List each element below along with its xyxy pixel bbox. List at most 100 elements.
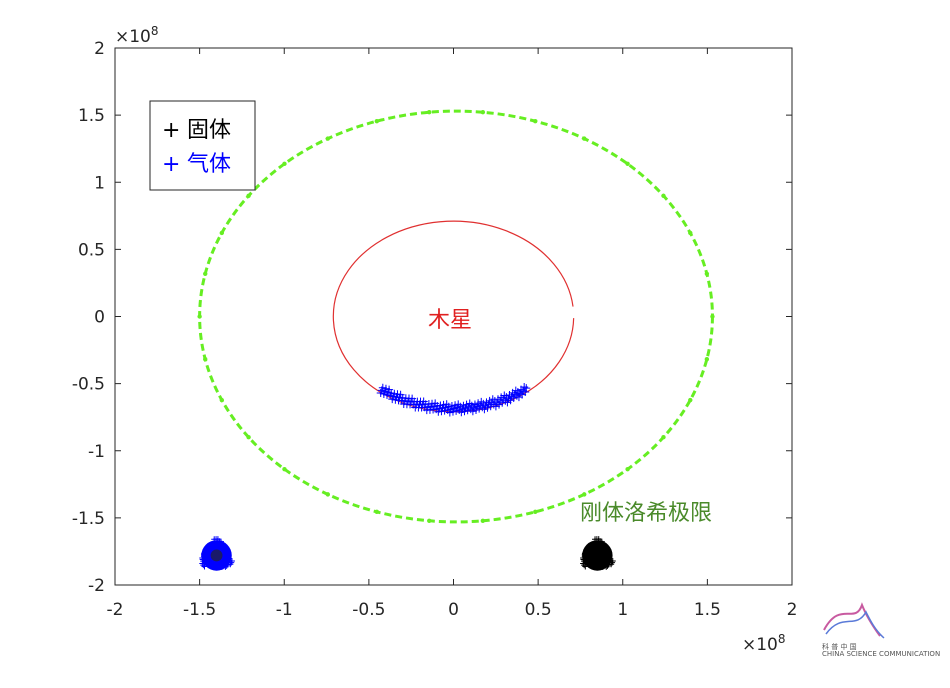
roche-limit-point [688,397,693,403]
x-tick-label: -0.5 [352,600,385,620]
cluster-marker [587,546,594,553]
y-exponent: ×108 [115,24,159,47]
cluster-core [210,549,223,562]
x-tick-label: 0.5 [525,600,552,620]
cluster-marker [598,538,605,545]
cluster-marker [199,560,206,567]
roche-limit-point [661,193,666,198]
cluster-marker [590,555,597,562]
y-tick-label: 1 [94,173,105,193]
y-tick-label: -2 [88,576,105,596]
roche-limit-point [533,509,538,515]
roche-limit-point [219,230,224,236]
legend-label-gas: 气体 [187,152,231,177]
roche-limit-point [282,161,287,167]
roche-limit-point [197,314,202,319]
x-tick-label: -1.5 [183,600,216,620]
x-exponent-power: 8 [778,632,786,646]
cluster-marker [593,547,600,554]
roche-limit-point [582,136,587,141]
cluster-marker [602,542,609,549]
cluster-marker [580,560,587,567]
logo: 科 普 中 国 CHINA SCIENCE COMMUNICATION [822,602,940,658]
cluster-marker [608,561,615,568]
cluster-marker [207,546,214,553]
cluster-marker [222,563,229,570]
cluster-marker [604,562,611,569]
y-tick-label: 0.5 [78,240,105,260]
roche-limit-point [427,110,432,115]
cluster-marker [223,562,230,569]
cluster-marker [214,563,221,570]
cluster-marker [221,542,228,549]
legend-label-solid: 固体 [187,118,231,143]
roche-limit-point [325,136,331,141]
x-exponent: ×108 [742,632,786,655]
y-tick-label: -0.5 [72,375,105,395]
cluster-marker [595,536,602,543]
roche-limit-point [688,230,693,236]
logo-en: CHINA SCIENCE COMMUNICATION [822,650,940,658]
legend-marker-solid: + [162,118,180,143]
roche-limit-point [203,357,208,362]
legend: + 固体 + 气体 [149,100,256,191]
roche-limit-point [480,518,486,523]
series-layer [197,109,715,571]
cluster-marker [603,563,610,570]
x-tick-label: -2 [107,600,124,620]
roche-limit-point [480,110,486,115]
gas-marker [522,384,531,393]
cluster-marker [587,547,594,554]
y-tick-label: 2 [94,39,105,59]
roche-limit-point [625,161,630,167]
cluster-marker [601,552,608,559]
gas-marker [520,383,529,392]
cluster-marker [581,550,588,557]
y-tick-label: 1.5 [78,106,105,126]
cluster-marker [221,549,228,556]
x-tick-label: -1 [276,600,293,620]
cluster-marker [199,554,206,561]
gas-marker [477,397,486,406]
cluster-marker [580,554,587,561]
x-tick-label: 2 [787,600,798,620]
cluster-marker [595,563,602,570]
roche-limit-point [219,397,224,403]
roche-limit-point [374,118,380,124]
roche-limit-point [661,435,666,440]
cluster-marker [201,550,208,557]
annotation-jupiter: 木星 [428,308,472,333]
roche-limit-point [374,509,380,515]
roche-limit-point [704,357,710,362]
roche-limit-point [203,271,208,276]
logo-wave-icon-2 [825,610,885,639]
y-tick-label: -1 [88,442,105,462]
roche-limit-point [427,518,432,523]
cluster-marker [214,536,221,543]
roche-limit-point [582,492,587,497]
roche-limit-point [246,435,251,440]
logo-cn: 科 普 中 国 [822,642,857,651]
gas-marker [521,388,530,397]
gas-marker [511,386,520,395]
y-tick-label: -1.5 [72,509,105,529]
x-tick-label: 1.5 [694,600,721,620]
roche-limit-point [625,466,630,472]
legend-marker-gas: + [162,152,180,177]
x-tick-label: 0 [448,600,459,620]
roche-limit-point [704,271,710,276]
annotation-roche-limit: 刚体洛希极限 [580,501,712,526]
gas-marker [385,385,394,394]
axes: -2 -1.5 -1 -0.5 0 0.5 1 1.5 2 2 1.5 1 0.5 0 -0.5 -1 -1.5… [72,39,798,620]
roche-limit-point [533,118,538,124]
roche-limit-point [325,492,331,497]
gas-marker [396,390,405,399]
legend-box [149,100,256,191]
roche-limit-point [710,314,715,319]
cluster-marker [227,561,234,568]
y-tick-label: 0 [94,308,105,328]
cluster-marker [602,549,609,556]
roche-limit-point [282,466,287,472]
cluster-marker [218,538,225,545]
